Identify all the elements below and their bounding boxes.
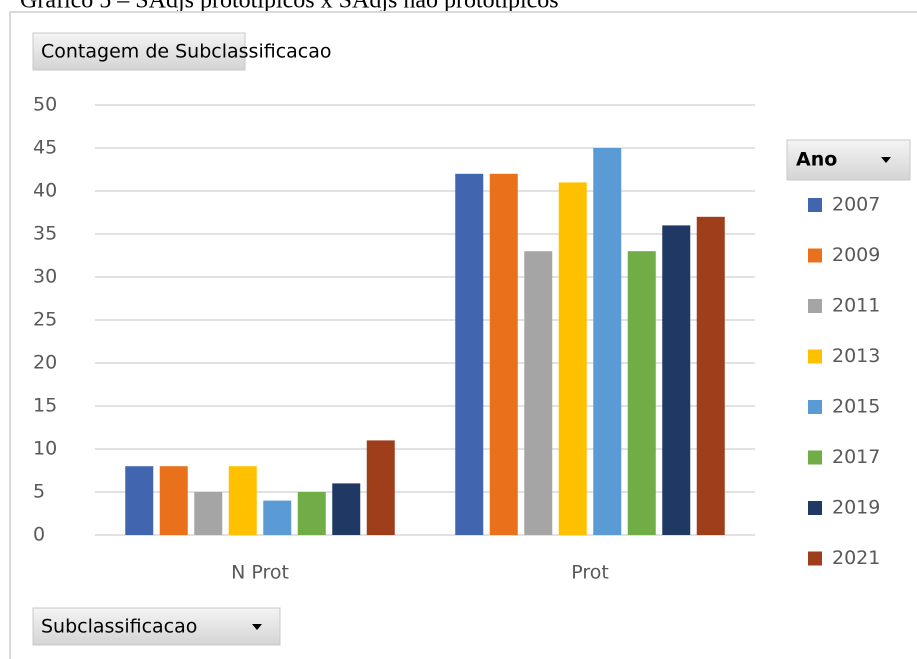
- bar: [263, 500, 292, 535]
- legend-swatch: [808, 349, 822, 364]
- y-tick-label: 40: [33, 180, 57, 202]
- bar: [366, 440, 395, 535]
- legend-label: 2009: [832, 244, 880, 266]
- legend-label: 2011: [832, 295, 880, 317]
- bar: [297, 492, 326, 535]
- legend-label: 2017: [832, 446, 880, 468]
- legend-swatch: [808, 198, 822, 212]
- legend-swatch: [808, 501, 822, 515]
- chart-title: Gráfico 5 – SAdjs prototípicos x SAdjs n…: [20, 0, 559, 14]
- bar: [627, 251, 656, 535]
- legend-title: Ano: [796, 149, 837, 171]
- y-tick-label: 10: [33, 438, 57, 460]
- legend-field-button[interactable]: Ano: [786, 139, 911, 181]
- bar: [696, 216, 725, 536]
- legend-swatch: [808, 400, 822, 414]
- bar: [662, 225, 691, 535]
- y-tick-label: 30: [33, 266, 57, 288]
- legend-label: 2007: [832, 194, 880, 216]
- bar: [524, 251, 553, 535]
- legend-label: 2019: [832, 497, 880, 519]
- axis-field-label: Subclassificacao: [41, 616, 197, 638]
- y-tick-label: 25: [33, 309, 57, 331]
- legend-swatch: [808, 248, 822, 263]
- bar: [489, 173, 518, 536]
- y-tick-label: 45: [33, 137, 57, 159]
- y-tick-label: 20: [33, 352, 57, 374]
- dropdown-arrow: [252, 624, 262, 630]
- dropdown-arrow: [881, 157, 891, 163]
- bar: [558, 182, 587, 535]
- value-field-label: Contagem de Subclassificacao: [41, 41, 332, 63]
- legend-label: 2021: [832, 547, 880, 569]
- axis-field-button[interactable]: Subclassificacao: [32, 607, 281, 646]
- bar: [455, 173, 484, 536]
- y-tick-label: 0: [33, 524, 45, 546]
- y-tick-label: 5: [33, 481, 45, 503]
- bar: [194, 492, 223, 535]
- y-tick-label: 35: [33, 223, 57, 245]
- legend-label: 2015: [832, 396, 880, 418]
- x-tick-label: N Prot: [231, 562, 289, 584]
- legend-swatch: [808, 299, 822, 313]
- bar: [228, 466, 257, 535]
- legend-label: 2013: [832, 345, 880, 367]
- x-tick-label: Prot: [571, 562, 609, 584]
- y-tick-label: 15: [33, 395, 57, 417]
- bar: [332, 483, 361, 535]
- legend-swatch: [808, 551, 822, 566]
- bar: [159, 466, 188, 535]
- legend-swatch: [808, 450, 822, 465]
- value-field-button[interactable]: Contagem de Subclassificacao: [32, 32, 332, 71]
- bar: [125, 466, 154, 535]
- bar: [593, 148, 622, 535]
- y-tick-label: 50: [33, 94, 57, 116]
